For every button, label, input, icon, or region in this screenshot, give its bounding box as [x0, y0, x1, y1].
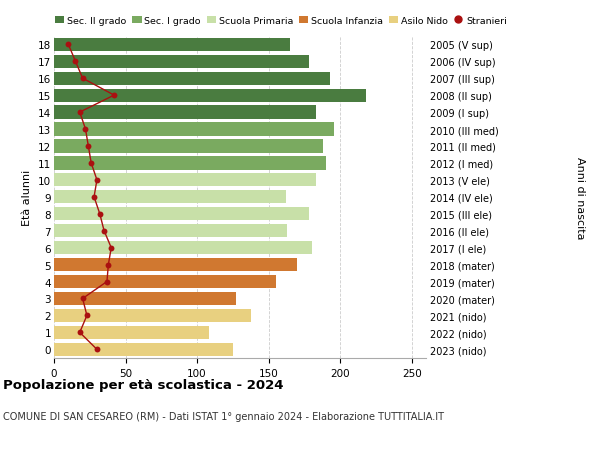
Bar: [54, 56, 308, 69]
Bar: [54, 106, 316, 119]
Bar: [54, 224, 287, 238]
Bar: [54, 309, 251, 322]
Bar: [54, 343, 233, 356]
Bar: [54, 191, 286, 204]
Point: [95, 211, 104, 218]
Bar: [54, 207, 308, 221]
Y-axis label: Anni di nascita: Anni di nascita: [575, 156, 586, 239]
Bar: [54, 258, 297, 272]
Point: [80, 126, 90, 134]
Point: [82, 312, 92, 319]
Bar: [54, 326, 209, 339]
Bar: [54, 90, 366, 102]
Point: [64, 41, 73, 49]
Point: [83, 143, 93, 150]
Point: [75, 109, 85, 117]
Bar: [54, 157, 326, 170]
Text: COMUNE DI SAN CESAREO (RM) - Dati ISTAT 1° gennaio 2024 - Elaborazione TUTTITALI: COMUNE DI SAN CESAREO (RM) - Dati ISTAT …: [3, 411, 444, 421]
Legend: Sec. II grado, Sec. I grado, Scuola Primaria, Scuola Infanzia, Asilo Nido, Stran: Sec. II grado, Sec. I grado, Scuola Prim…: [55, 17, 507, 26]
Point: [92, 346, 102, 353]
Bar: [54, 275, 276, 289]
Y-axis label: Età alunni: Età alunni: [22, 169, 32, 225]
Text: Popolazione per età scolastica - 2024: Popolazione per età scolastica - 2024: [3, 379, 284, 392]
Point: [109, 92, 119, 100]
Point: [78, 75, 88, 83]
Bar: [54, 140, 323, 153]
Point: [104, 261, 113, 269]
Bar: [54, 123, 334, 136]
Point: [92, 177, 102, 184]
Point: [78, 295, 88, 302]
Bar: [54, 241, 311, 255]
Point: [102, 278, 112, 285]
Bar: [54, 292, 236, 305]
Point: [75, 329, 85, 336]
Bar: [54, 39, 290, 52]
Point: [89, 194, 99, 201]
Bar: [54, 73, 330, 85]
Point: [99, 228, 109, 235]
Point: [106, 245, 116, 252]
Point: [86, 160, 96, 167]
Point: [71, 58, 80, 66]
Bar: [54, 174, 316, 187]
